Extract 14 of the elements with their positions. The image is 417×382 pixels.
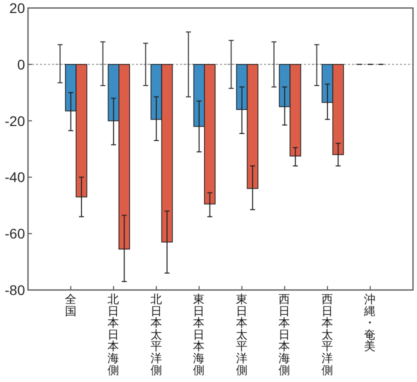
y-tick-label: -40 (4, 169, 26, 186)
y-tick-label: 20 (9, 0, 26, 16)
x-tick-label: 西日本太平洋側 (321, 293, 334, 377)
y-tick-label: -80 (4, 282, 26, 298)
x-tick-label: 西日本日本海側 (278, 293, 291, 377)
x-tick-label: 沖縄・奄美 (363, 293, 376, 354)
x-tick-label: 全国 (64, 293, 77, 318)
x-tick-label: 東日本太平洋側 (236, 293, 248, 377)
y-tick-label: -20 (4, 112, 26, 129)
y-tick-label: 0 (17, 56, 26, 72)
x-tick-label: 北日本太平洋側 (150, 293, 162, 377)
y-tick-label: -60 (4, 226, 26, 242)
x-tick-label: 北日本日本海側 (108, 293, 120, 377)
x-tick-label: 東日本日本海側 (193, 293, 206, 377)
